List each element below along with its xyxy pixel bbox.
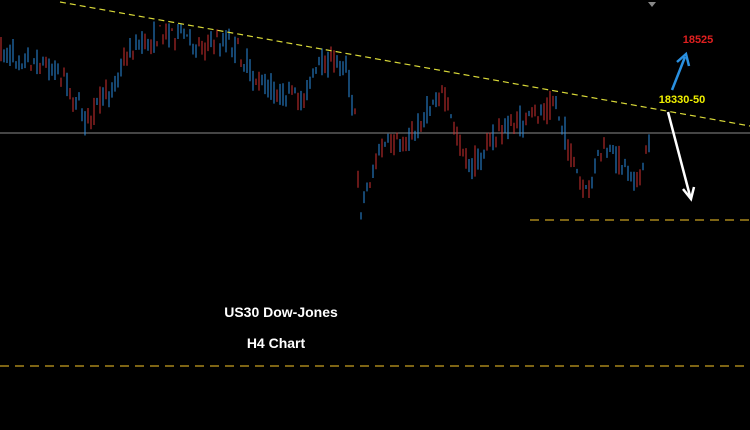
timeframe-label: H4 Chart (247, 335, 306, 351)
target-label: 18525 (683, 34, 714, 46)
trend-line (59, 1, 750, 127)
up-arrow (670, 51, 691, 91)
resistance-label: 18330-50 (659, 94, 706, 106)
down-arrow (666, 111, 696, 202)
instrument-label: US30 Dow-Jones (224, 304, 338, 320)
candles (0, 21, 650, 220)
marker (648, 2, 656, 7)
